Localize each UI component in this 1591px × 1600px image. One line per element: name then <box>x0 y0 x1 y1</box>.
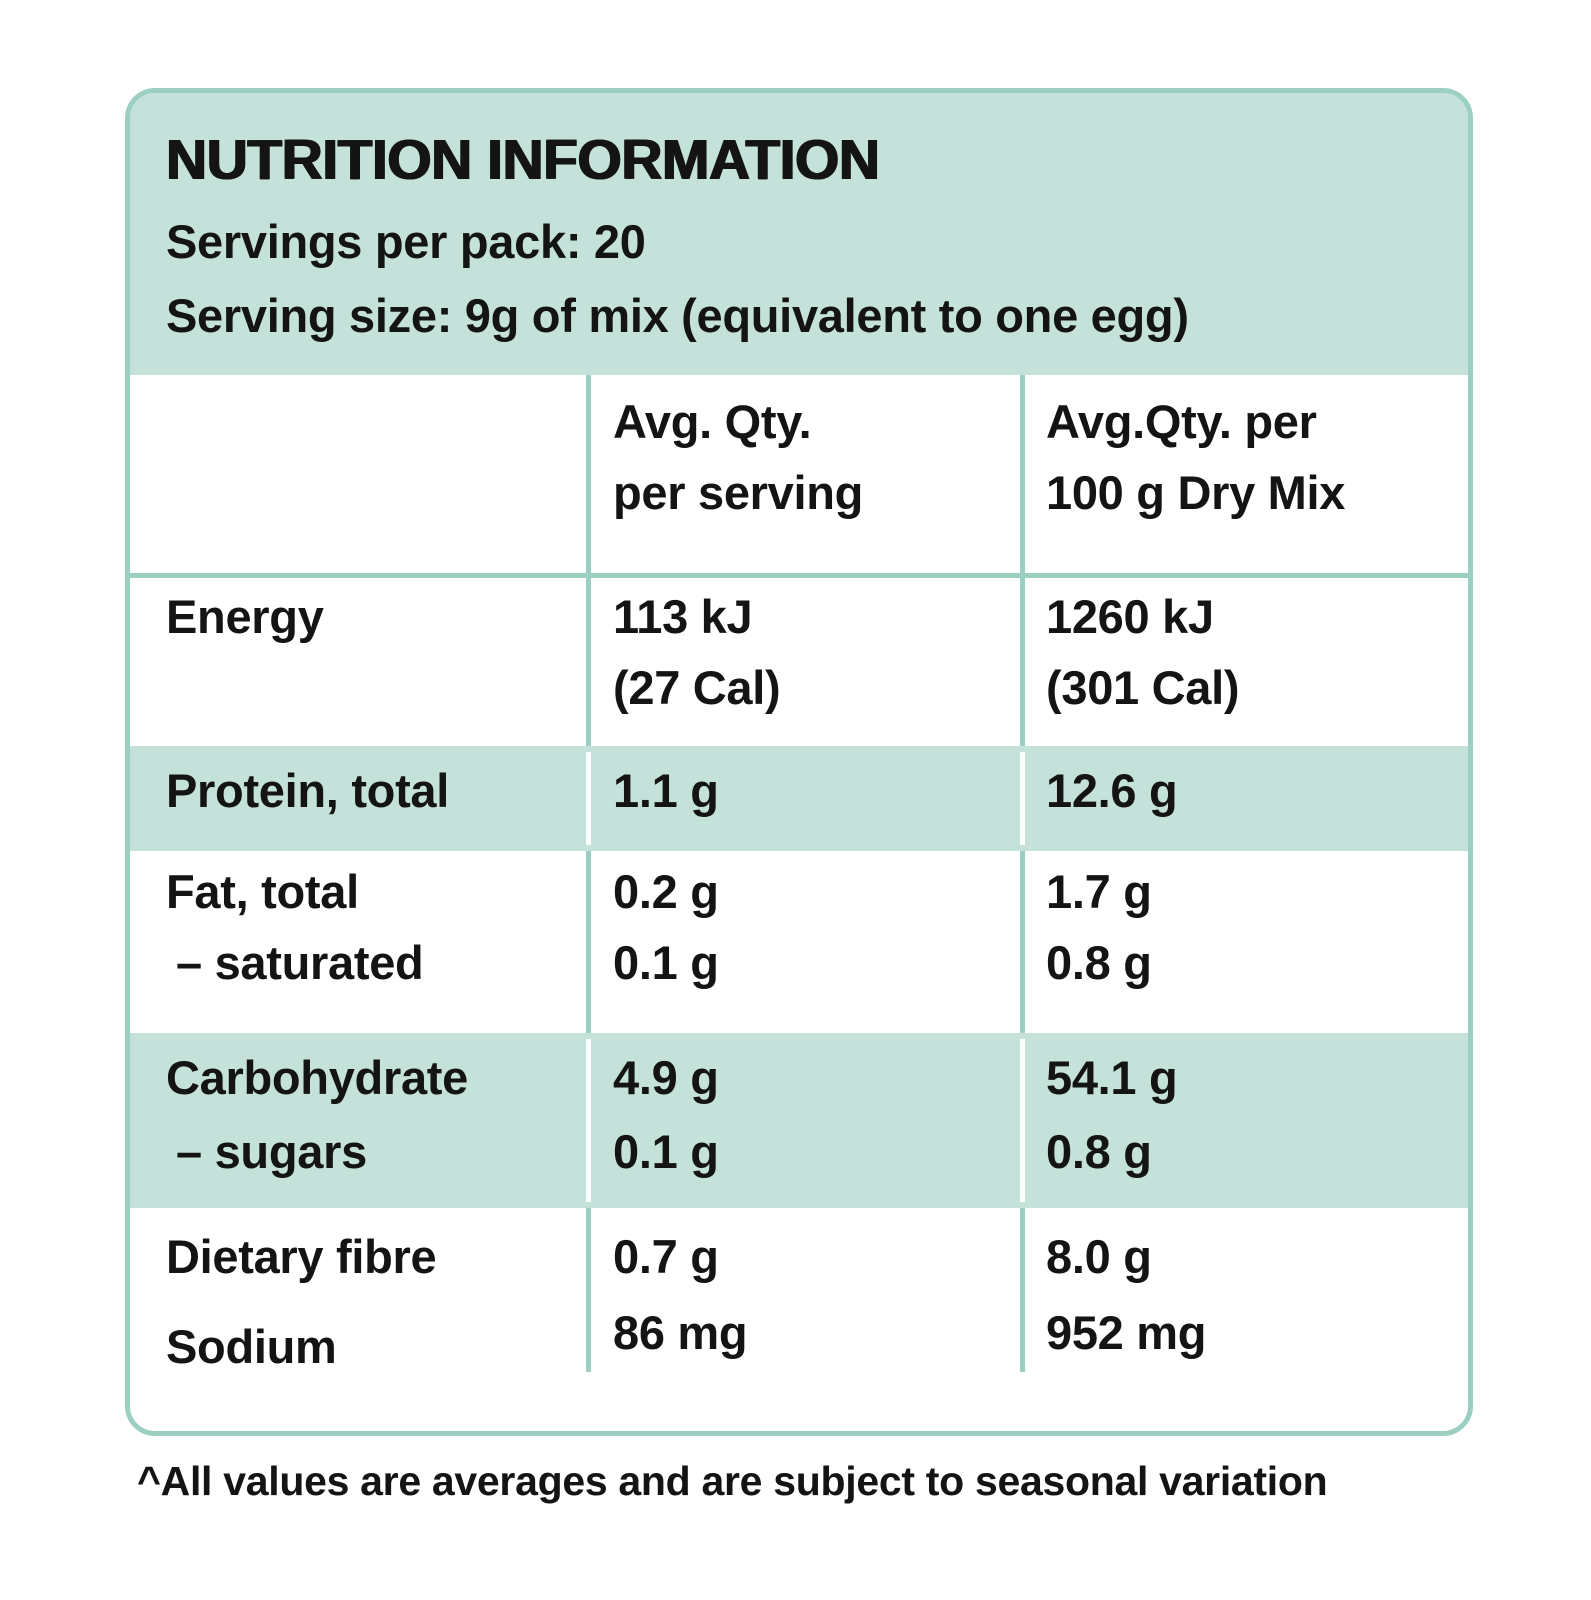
nutrient-row-energy: Energy 113 kJ (27 Cal) 1260 kJ (301 Cal) <box>130 578 1468 746</box>
serving-size: Serving size: 9g of mix (equivalent to o… <box>166 289 1189 342</box>
nutrient-label: Carbohydrate – sugars <box>166 1051 468 1178</box>
value-per-serving: 113 kJ (27 Cal) <box>586 578 1020 746</box>
panel-header: NUTRITION INFORMATION Servings per pack:… <box>130 93 1468 375</box>
nutrient-row-fibre-sodium: Dietary fibre Sodium 0.7 g 86 mg 8.0 g 9… <box>130 1208 1468 1372</box>
value-per-100g: 54.1 g 0.8 g <box>1020 1033 1468 1208</box>
nutrient-label: Energy <box>166 590 324 643</box>
value-per-100g: 8.0 g 952 mg <box>1020 1208 1468 1372</box>
servings-per-pack: Servings per pack: 20 <box>166 215 646 268</box>
value-per-serving: 0.7 g 86 mg <box>586 1208 1020 1372</box>
nutrient-label: Protein, total <box>166 764 450 817</box>
column-header-per-serving: Avg. Qty. per serving <box>586 375 1020 573</box>
column-header-per-100g: Avg.Qty. per 100 g Dry Mix <box>1020 375 1468 573</box>
nutrient-label: Dietary fibre Sodium <box>166 1230 437 1373</box>
nutrient-row-protein: Protein, total 1.1 g 12.6 g <box>130 746 1468 851</box>
nutrition-panel: NUTRITION INFORMATION Servings per pack:… <box>125 88 1473 1436</box>
value-per-100g: 1.7 g 0.8 g <box>1020 851 1468 1033</box>
nutrient-row-carbohydrate: Carbohydrate – sugars 4.9 g 0.1 g 54.1 g… <box>130 1033 1468 1208</box>
value-per-serving: 4.9 g 0.1 g <box>586 1033 1020 1208</box>
value-per-serving: 0.2 g 0.1 g <box>586 851 1020 1033</box>
value-per-100g: 12.6 g <box>1020 746 1468 851</box>
value-per-serving: 1.1 g <box>586 746 1020 851</box>
nutrient-row-fat: Fat, total – saturated 0.2 g 0.1 g 1.7 g… <box>130 851 1468 1033</box>
value-per-100g: 1260 kJ (301 Cal) <box>1020 578 1468 746</box>
column-header-blank <box>130 375 586 573</box>
nutrient-label: Fat, total – saturated <box>166 865 424 989</box>
panel-title: NUTRITION INFORMATION <box>166 128 880 192</box>
footnote: ^All values are averages and are subject… <box>137 1458 1328 1504</box>
column-header-row: Avg. Qty. per serving Avg.Qty. per 100 g… <box>130 375 1468 578</box>
